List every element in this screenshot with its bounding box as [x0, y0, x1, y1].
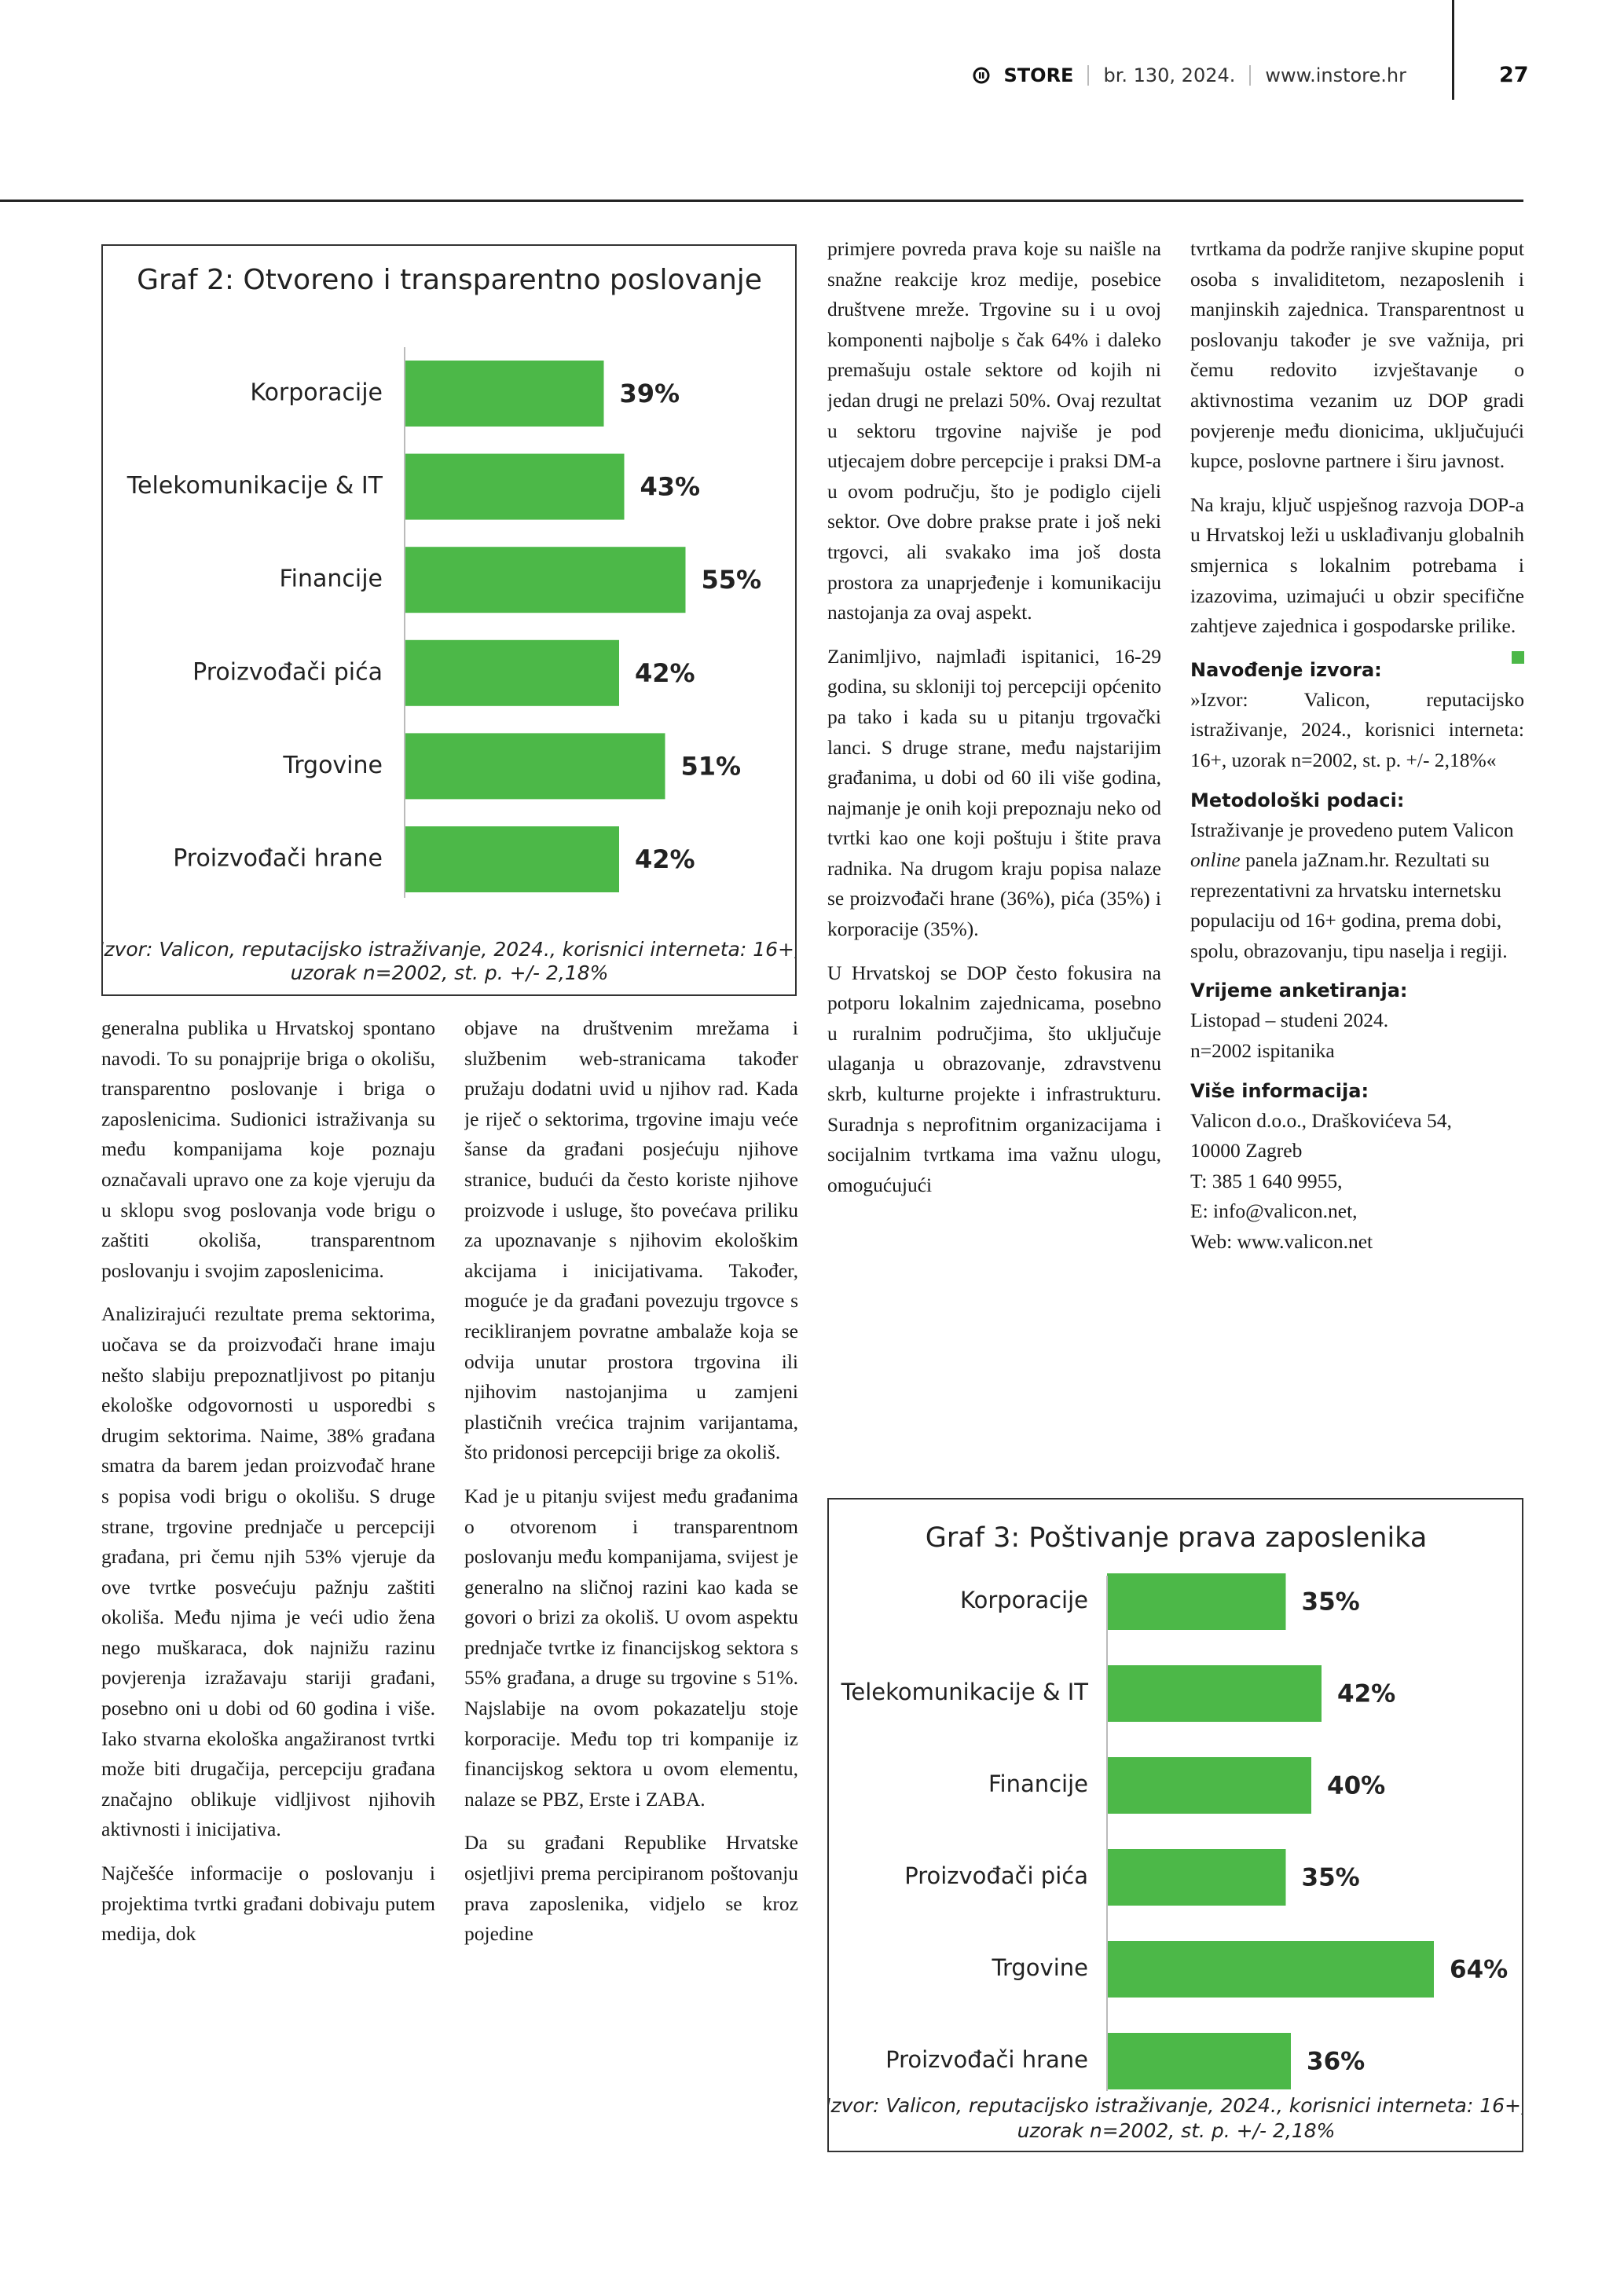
category-label: Proizvođači pića [192, 658, 383, 686]
text-column: generalna publika u Hrvatskoj spontano n… [101, 1013, 435, 2199]
info-line: 10000 Zagreb [1190, 1139, 1303, 1163]
info-heading: Metodološki podaci: [1190, 789, 1405, 811]
info-heading: Navođenje izvora: [1190, 658, 1382, 681]
paragraph: tvrtkama da podrže ranjive skupine poput… [1190, 237, 1524, 473]
value-label: 55% [702, 565, 762, 595]
info-heading: Vrijeme anketiranja: [1190, 980, 1408, 1002]
chart-source: uzorak n=2002, st. p. +/- 2,18% [1017, 2119, 1336, 2142]
text-column: tvrtkama da podrže ranjive skupine poput… [1190, 234, 1524, 1491]
bar [405, 733, 665, 800]
paragraph: Zanimljivo, najmlađi ispitanici, 16-29 g… [827, 644, 1161, 941]
bar [1107, 1941, 1434, 1998]
category-label: Proizvođači pića [904, 1862, 1088, 1889]
text-column: primjere povreda prava koje su naišle na… [827, 234, 1161, 1491]
value-label: 36% [1307, 2048, 1365, 2076]
chart-source: Izvor: Valicon, reputacijsko istraživanj… [827, 2094, 1523, 2117]
bar [1107, 1757, 1311, 1814]
category-label: Telekomunikacije & IT [841, 1679, 1089, 1705]
paragraph: primjere povreda prava koje su naišle na… [827, 237, 1161, 624]
category-label: Financije [988, 1771, 1088, 1797]
bar [405, 826, 619, 892]
value-label: 64% [1450, 1956, 1508, 1984]
category-label: Proizvođači hrane [173, 845, 383, 873]
chart-source: Izvor: Valicon, reputacijsko istraživanj… [101, 938, 797, 961]
category-label: Telekomunikacije & IT [126, 472, 383, 500]
logo-icon [973, 67, 990, 84]
paragraph: Kad je u pitanju svijest među građanima … [464, 1484, 798, 1811]
info-text: Istraživanje je provedeno putem Valicon … [1190, 815, 1524, 967]
paragraph: Analizirajući rezultate prema sektorima,… [101, 1302, 435, 1841]
end-mark [1512, 650, 1524, 664]
info-line: n=2002 ispitanika [1190, 1039, 1335, 1063]
bar [405, 639, 619, 706]
value-label: 40% [1327, 1772, 1385, 1800]
value-label: 42% [635, 658, 695, 688]
category-label: Financije [280, 566, 383, 593]
info-text-part: panela jaZnam.hr. Rezultati su reprezent… [1190, 848, 1508, 962]
category-label: Trgovine [992, 1954, 1088, 1981]
issue: br. 130, 2024. [1103, 64, 1236, 86]
value-label: 51% [681, 751, 742, 781]
info-heading: Više informacija: [1190, 1079, 1369, 1102]
brand: STORE [1003, 64, 1074, 86]
header-line [0, 200, 1523, 202]
chart: Graf 3: Poštivanje prava zaposlenika Korp… [827, 1498, 1523, 2152]
bar [1107, 1665, 1322, 1722]
value-label: 42% [635, 844, 695, 874]
website: www.instore.hr [1265, 64, 1406, 86]
info-line: T: 385 1 640 9955, [1190, 1169, 1343, 1192]
chart-title: Graf 3: Poštivanje prava zaposlenika [926, 1522, 1428, 1554]
info-text-part: online [1190, 848, 1241, 872]
value-label: 42% [1337, 1680, 1395, 1708]
paragraph: Da su građani Republike Hrvatske osjetlj… [464, 1831, 798, 1946]
separator [1249, 65, 1252, 86]
paragraph: objave na društvenim mrežama i službenim… [464, 1016, 798, 1464]
chart-source: uzorak n=2002, st. p. +/- 2,18% [291, 961, 609, 984]
header: STORE br. 130, 2024. www.instore.hr [973, 64, 1406, 86]
category-label: Korporacije [250, 379, 383, 407]
info-line: Listopad – studeni 2024. [1190, 1009, 1389, 1032]
value-label: 35% [1302, 1588, 1360, 1617]
info-line: E: info@valicon.net, [1190, 1199, 1358, 1223]
text-column: objave na društvenim mrežama i službenim… [464, 1013, 798, 2199]
page-number: 27 [1499, 63, 1529, 87]
info-block: Više informacija: Valicon d.o.o., Draško… [1190, 1076, 1524, 1258]
bar [405, 547, 686, 613]
info-text: »Izvor: Valicon, reputacijsko istraživan… [1190, 687, 1524, 771]
value-label: 39% [620, 379, 680, 408]
paragraph: U Hrvatskoj se DOP često fokusira na pot… [827, 961, 1161, 1196]
separator [1087, 65, 1090, 86]
info-line: Valicon d.o.o., Draškovićeva 54, [1190, 1108, 1452, 1132]
paragraph: Na kraju, ključ uspješnog razvoja DOP-a … [1190, 490, 1524, 664]
category-label: Proizvođači hrane [885, 2046, 1088, 2073]
chart: Graf 2: Otvoreno i transparentno poslova… [101, 244, 797, 996]
category-label: Korporacije [960, 1587, 1088, 1613]
info-line: Web: www.valicon.net [1190, 1230, 1373, 1254]
category-label: Trgovine [282, 752, 383, 779]
info-block: Metodološki podaci: Istraživanje je prov… [1190, 785, 1524, 967]
paragraph: Najčešće informacije o poslovanju i proj… [101, 1862, 435, 1946]
info-text-part: Istraživanje je provedeno putem Valicon [1190, 818, 1514, 841]
info-block: Navođenje izvora: »Izvor: Valicon, reput… [1190, 655, 1524, 776]
paragraph-text: Na kraju, ključ uspješnog razvoja DOP-a … [1190, 493, 1524, 638]
bar [405, 453, 625, 520]
value-label: 43% [640, 472, 701, 502]
paragraph: generalna publika u Hrvatskoj spontano n… [101, 1016, 435, 1282]
bar [1107, 2033, 1291, 2089]
bar [1107, 1849, 1286, 1906]
info-block: Vrijeme anketiranja: Listopad – studeni … [1190, 976, 1524, 1066]
bar [405, 361, 604, 427]
bar [1107, 1573, 1286, 1630]
header-rule [1452, 0, 1454, 100]
value-label: 35% [1302, 1864, 1360, 1892]
chart-title: Graf 2: Otvoreno i transparentno poslova… [137, 264, 762, 296]
